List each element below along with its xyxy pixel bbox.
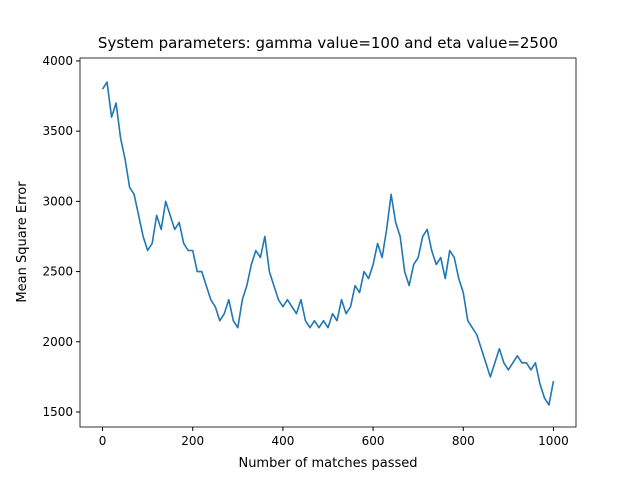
y-tick-label: 3000	[42, 194, 73, 208]
y-tick-label: 1500	[42, 405, 73, 419]
data-line	[101, 81, 555, 406]
x-tick-label: 400	[271, 434, 294, 448]
y-tick-label: 4000	[42, 54, 73, 68]
x-tick-label: 1000	[538, 434, 569, 448]
chart-title: System parameters: gamma value=100 and e…	[98, 34, 558, 52]
plot-frame	[79, 57, 577, 428]
x-tick-label: 800	[452, 434, 475, 448]
x-tick-label: 0	[99, 434, 107, 448]
x-tick-label: 200	[181, 434, 204, 448]
y-tick-label: 2000	[42, 335, 73, 349]
y-tick-label: 2500	[42, 265, 73, 279]
y-axis-label: Mean Square Error	[15, 181, 30, 303]
x-axis-label: Number of matches passed	[238, 456, 417, 471]
y-tick-label: 3500	[42, 124, 73, 138]
x-tick-label: 600	[362, 434, 385, 448]
